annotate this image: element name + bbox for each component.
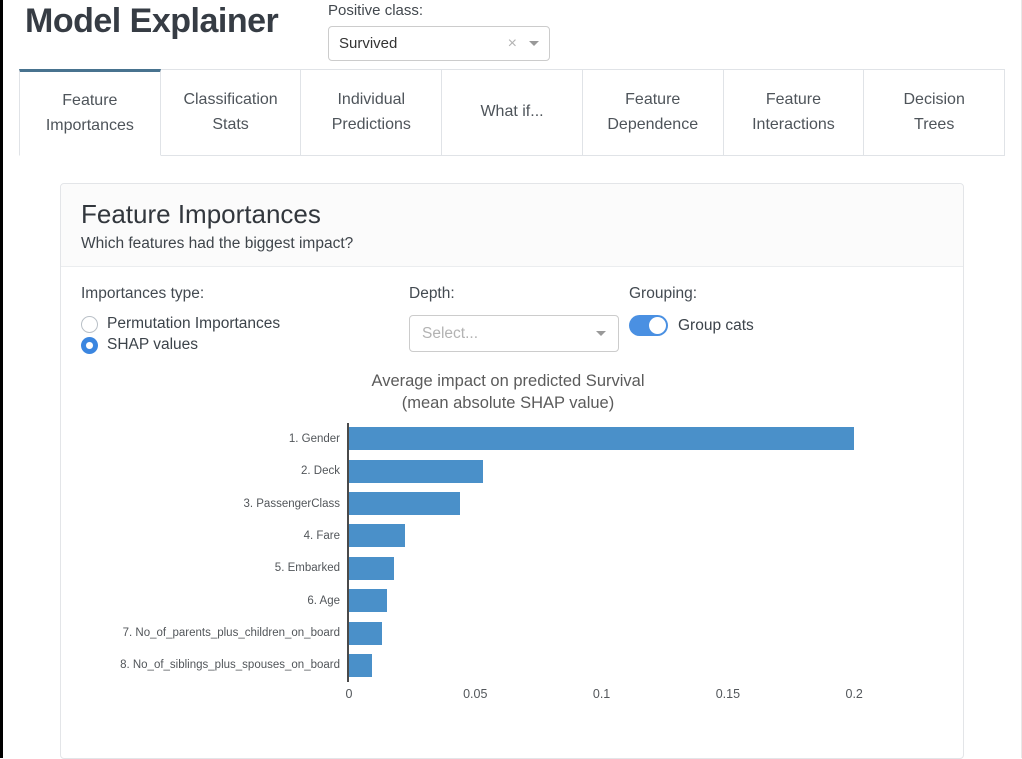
app-title: Model Explainer bbox=[25, 2, 279, 40]
group-cats-toggle[interactable] bbox=[629, 315, 668, 336]
radio-option-permutation-importances[interactable]: Permutation Importances bbox=[81, 315, 409, 333]
chevron-down-icon[interactable] bbox=[529, 41, 539, 46]
tab-individual-predictions[interactable]: Individual Predictions bbox=[301, 69, 443, 156]
y-axis-label: 3. PassengerClass bbox=[243, 497, 340, 510]
chevron-down-icon bbox=[596, 331, 606, 336]
shap-importance-chart: Average impact on predicted Survival (me… bbox=[81, 370, 943, 706]
x-axis-tick-label: 0.1 bbox=[592, 686, 611, 701]
chart-title: Average impact on predicted Survival (me… bbox=[81, 370, 935, 415]
chart-bar-row: 1. Gender bbox=[81, 422, 935, 455]
chart-bar-row: 4. Fare bbox=[81, 519, 935, 553]
tab-feature-interactions[interactable]: Feature Interactions bbox=[723, 69, 865, 156]
positive-class-dropdown[interactable]: Survived × bbox=[328, 26, 550, 61]
toggle-knob bbox=[649, 317, 666, 334]
chart-bar-row: 5. Embarked bbox=[81, 552, 935, 585]
app-header: Model Explainer Positive class: Survived… bbox=[3, 0, 1021, 69]
x-axis-tick-label: 0 bbox=[345, 686, 353, 701]
chart-bar-row: 2. Deck bbox=[81, 454, 935, 488]
y-axis-label: 2. Deck bbox=[301, 465, 340, 478]
y-axis-label: 1. Gender bbox=[288, 432, 340, 445]
bar-track bbox=[347, 584, 935, 617]
card-header: Feature Importances Which features had t… bbox=[61, 184, 963, 267]
radio-option-label: Permutation Importances bbox=[107, 315, 281, 332]
bar-track bbox=[347, 616, 935, 650]
card-subtitle: Which features had the biggest impact? bbox=[81, 235, 354, 252]
y-axis-label: 6. Age bbox=[307, 594, 340, 607]
bar-track bbox=[347, 649, 935, 682]
depth-control: Depth: Select... bbox=[409, 281, 629, 354]
bar-deck[interactable] bbox=[349, 459, 483, 483]
y-axis-label: 7. No_of_parents_plus_children_on_board bbox=[122, 627, 340, 640]
grouping-label: Grouping: bbox=[629, 285, 698, 302]
y-axis-label: 8. No_of_siblings_plus_spouses_on_board bbox=[120, 659, 340, 672]
importances-type-radio-group: Permutation Importances SHAP values bbox=[81, 315, 409, 354]
bar-no-of-parents-plus-children-on-board[interactable] bbox=[349, 621, 382, 645]
radio-unselected-icon[interactable] bbox=[81, 315, 98, 333]
card-body: Importances type: Permutation Importance… bbox=[61, 267, 963, 716]
feature-importances-card: Feature Importances Which features had t… bbox=[60, 183, 964, 759]
importances-type-label: Importances type: bbox=[81, 285, 205, 302]
bar-track bbox=[347, 519, 935, 553]
bar-track bbox=[347, 454, 935, 488]
chart-bar-row: 6. Age bbox=[81, 584, 935, 617]
tab-feature-importances[interactable]: Feature Importances bbox=[19, 69, 161, 156]
clear-icon[interactable]: × bbox=[507, 34, 517, 52]
card-title: Feature Importances bbox=[81, 199, 321, 229]
radio-option-shap-values[interactable]: SHAP values bbox=[81, 336, 409, 354]
bar-embarked[interactable] bbox=[349, 556, 395, 580]
radio-option-label: SHAP values bbox=[107, 336, 199, 353]
positive-class-label: Positive class: bbox=[328, 2, 424, 19]
bar-age[interactable] bbox=[349, 589, 387, 613]
radio-selected-icon[interactable] bbox=[81, 336, 98, 354]
x-axis-tick-label: 0.15 bbox=[715, 686, 741, 701]
depth-select[interactable]: Select... bbox=[409, 315, 619, 352]
tab-classification-stats[interactable]: Classification Stats bbox=[160, 69, 302, 156]
importances-type-control: Importances type: Permutation Importance… bbox=[81, 281, 409, 354]
tab-what-if[interactable]: What if... bbox=[442, 69, 583, 156]
positive-class-value: Survived bbox=[339, 35, 398, 52]
tab-feature-dependence[interactable]: Feature Dependence bbox=[582, 69, 724, 156]
chart-title-line2: (mean absolute SHAP value) bbox=[401, 394, 615, 413]
y-axis-label: 5. Embarked bbox=[274, 562, 340, 575]
grouping-control: Grouping: Group cats bbox=[629, 281, 943, 354]
x-axis-tick-label: 0.05 bbox=[463, 686, 488, 701]
chart-bar-row: 8. No_of_siblings_plus_spouses_on_board bbox=[81, 649, 935, 682]
bar-track bbox=[347, 552, 935, 585]
bar-passengerclass[interactable] bbox=[349, 492, 461, 515]
bar-no-of-siblings-plus-spouses-on-board[interactable] bbox=[349, 653, 372, 677]
bar-fare[interactable] bbox=[349, 524, 405, 548]
chart-title-line1: Average impact on predicted Survival bbox=[371, 372, 645, 390]
positive-class-control: Positive class: Survived × bbox=[328, 2, 550, 61]
controls-row: Importances type: Permutation Importance… bbox=[81, 281, 943, 354]
x-axis-tick-label: 0.2 bbox=[845, 686, 863, 701]
bar-gender[interactable] bbox=[349, 427, 855, 451]
bar-track bbox=[347, 422, 935, 455]
depth-label: Depth: bbox=[409, 285, 455, 302]
chart-bar-row: 3. PassengerClass bbox=[81, 487, 935, 520]
tab-bar: Feature Importances Classification Stats I… bbox=[19, 69, 1006, 156]
chart-bar-row: 7. No_of_parents_plus_children_on_board bbox=[81, 616, 935, 650]
y-axis-label: 4. Fare bbox=[303, 529, 340, 542]
group-cats-toggle-row: Group cats bbox=[629, 315, 943, 336]
x-axis: 0 0.05 0.1 0.15 0.2 bbox=[345, 682, 935, 706]
bar-track bbox=[347, 487, 935, 520]
depth-select-placeholder: Select... bbox=[422, 324, 478, 342]
group-cats-toggle-label: Group cats bbox=[678, 316, 754, 334]
tab-decision-trees[interactable]: Decision Trees bbox=[864, 69, 1006, 156]
chart-plot-area: 1. Gender 2. Deck 3. PassengerClass 4. Fare… bbox=[81, 422, 935, 682]
